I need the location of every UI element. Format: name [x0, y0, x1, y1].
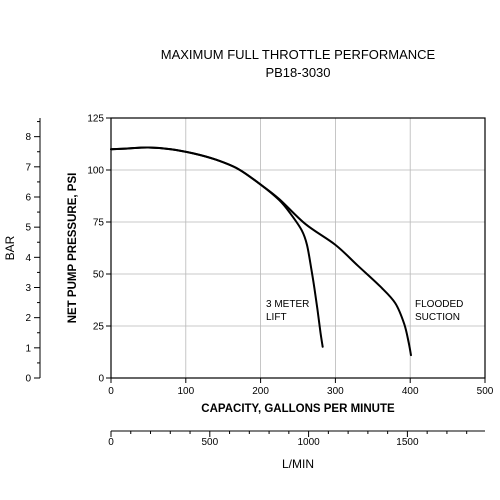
- x-tick-label: 500: [477, 386, 494, 397]
- y-tick-label: 25: [93, 322, 105, 333]
- x-tick-label: 0: [108, 386, 114, 397]
- grid-lines: [111, 118, 485, 378]
- y-tick-label: 75: [93, 218, 105, 229]
- bar-secondary-axis: 0 1 2 3 4 5 6 7 8: [25, 118, 41, 385]
- x-axis-ticks: 0 100 200 300 400 500: [108, 378, 494, 397]
- bar-tick-label: 5: [25, 223, 31, 234]
- series-label-3-meter-lift: 3 METER LIFT: [266, 299, 312, 323]
- y-tick-label: 100: [87, 166, 104, 177]
- bar-tick-label: 1: [25, 343, 31, 354]
- y-axis-label: NET PUMP PRESSURE, PSI: [67, 173, 79, 324]
- bar-axis-label: BAR: [3, 235, 17, 260]
- series-layer: [110, 146, 412, 357]
- bar-tick-label: 8: [25, 132, 31, 143]
- x-tick-label: 400: [402, 386, 419, 397]
- lmin-tick-label: 0: [108, 437, 114, 448]
- lmin-secondary-axis: 0 500 1000 1500: [108, 430, 485, 448]
- lmin-tick-label: 500: [201, 437, 218, 448]
- y-tick-label: 125: [87, 114, 104, 125]
- bar-tick-label: 4: [25, 253, 31, 264]
- bar-tick-label: 7: [25, 162, 31, 173]
- y-tick-label: 50: [93, 270, 105, 281]
- y-axis-ticks: 0 25 50 75 100 125: [87, 114, 111, 385]
- bar-tick-label: 6: [25, 192, 31, 203]
- series-line-3-meter-lift: [110, 146, 324, 348]
- x-axis-label: CAPACITY, GALLONS PER MINUTE: [201, 403, 395, 415]
- bar-tick-label: 3: [25, 283, 31, 294]
- series-line-flooded-suction: [110, 146, 412, 357]
- plot-frame: [110, 117, 486, 379]
- chart-title: MAXIMUM FULL THROTTLE PERFORMANCE: [161, 47, 436, 62]
- chart-subtitle: PB18-3030: [265, 65, 330, 80]
- bar-tick-label: 0: [25, 374, 31, 385]
- lmin-tick-label: 1500: [396, 437, 419, 448]
- x-tick-label: 200: [252, 386, 269, 397]
- x-tick-label: 100: [177, 386, 194, 397]
- series-label-flooded-suction: FLOODED SUCTION: [415, 299, 466, 323]
- x-tick-label: 300: [327, 386, 344, 397]
- lmin-tick-label: 1000: [297, 437, 320, 448]
- y-tick-label: 0: [98, 374, 104, 385]
- bar-tick-label: 2: [25, 313, 31, 324]
- lmin-axis-label: L/MIN: [282, 457, 314, 471]
